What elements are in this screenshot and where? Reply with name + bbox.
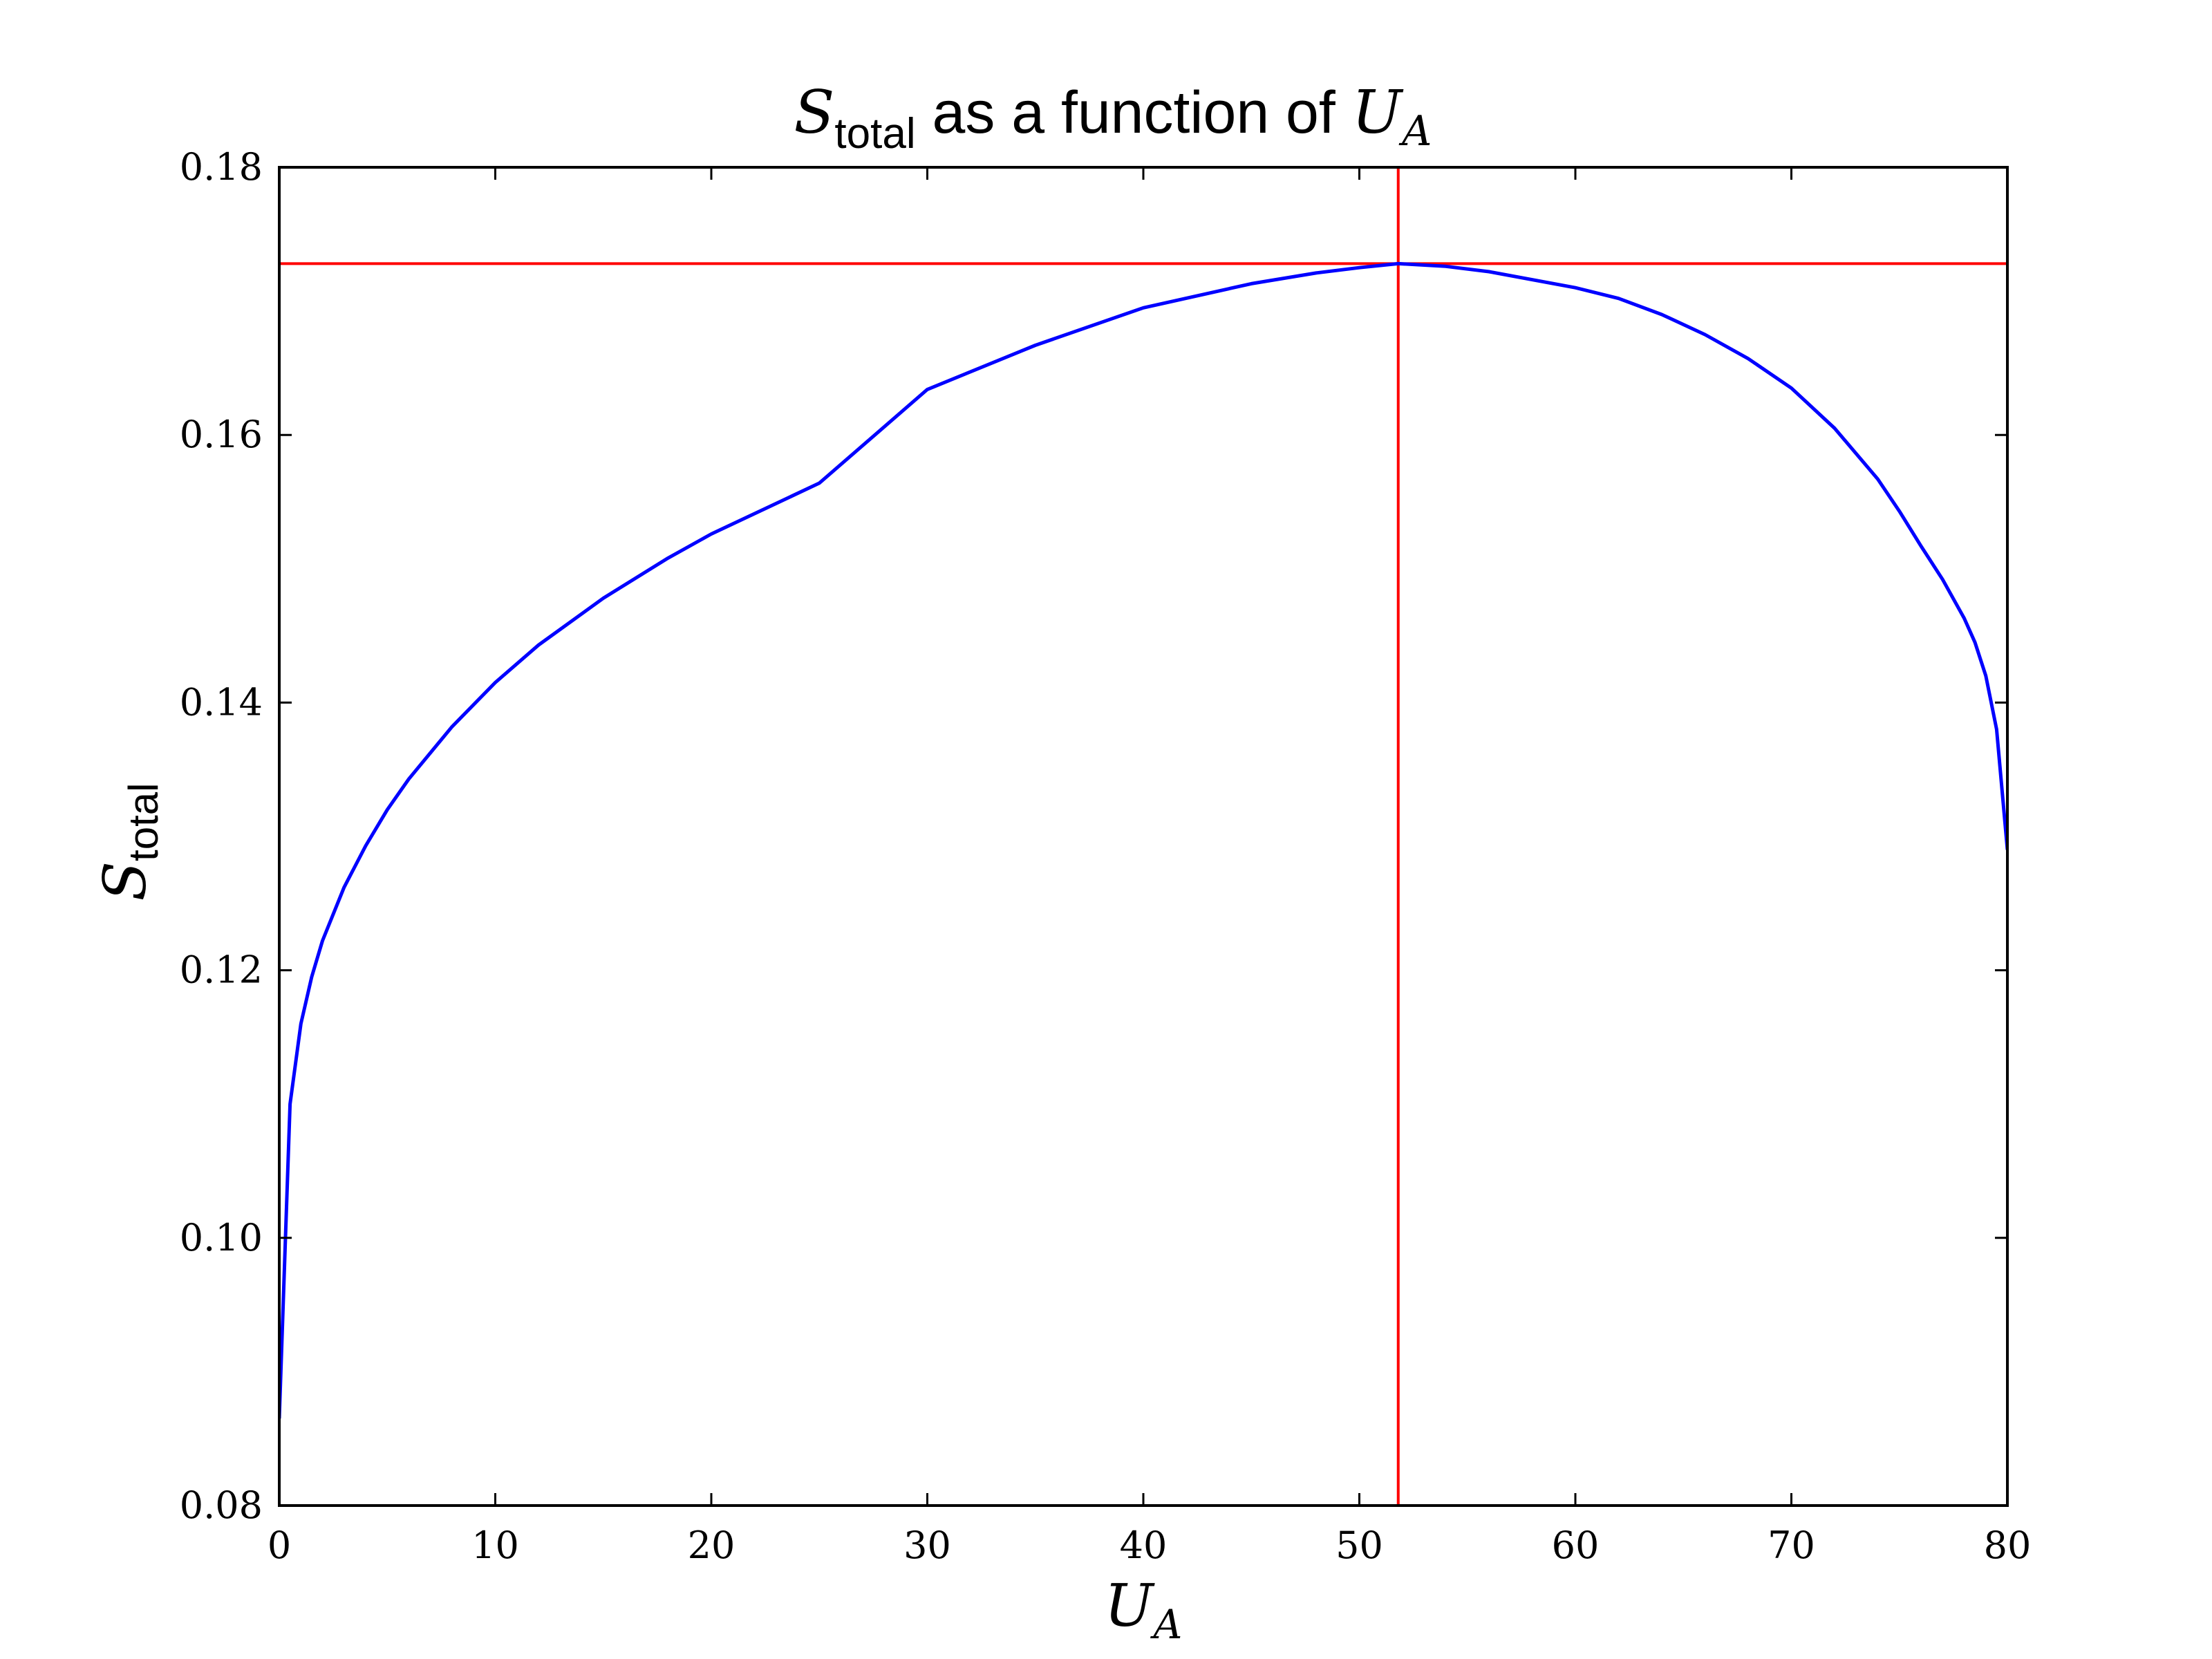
y-tick-label: 0.14 <box>180 680 263 724</box>
y-tick-label: 0.12 <box>180 948 263 992</box>
x-tick-label: 20 <box>688 1524 735 1567</box>
reference-lines <box>279 167 2007 1506</box>
x-tick-label: 70 <box>1768 1524 1815 1567</box>
x-tick-label: 60 <box>1552 1524 1600 1567</box>
x-tick-label: 50 <box>1335 1524 1383 1567</box>
y-tick-label: 0.18 <box>180 145 263 189</box>
chart-title: Stotal as a function of UA <box>794 78 1432 158</box>
x-tick-label: 10 <box>471 1524 519 1567</box>
x-tick-label: 80 <box>1984 1524 2032 1567</box>
y-tick-labels: 0.08 0.10 0.12 0.14 0.16 0.18 <box>180 145 263 1527</box>
y-tick-label: 0.10 <box>180 1216 263 1259</box>
x-axis-label: UA <box>1105 1572 1183 1648</box>
series-line-0 <box>279 261 2007 1419</box>
y-tick-label: 0.08 <box>180 1483 263 1527</box>
series-layer <box>279 261 2007 1419</box>
plot-frame <box>278 166 2009 1507</box>
x-tick-label: 30 <box>903 1524 951 1567</box>
y-tick-label: 0.16 <box>180 413 263 456</box>
x-tick-label: 40 <box>1120 1524 1168 1567</box>
x-tick-labels: 0 10 20 30 40 50 60 70 80 <box>268 1524 2032 1567</box>
y-axis-label: Stotal <box>91 783 167 901</box>
x-tick-label: 0 <box>268 1524 291 1567</box>
